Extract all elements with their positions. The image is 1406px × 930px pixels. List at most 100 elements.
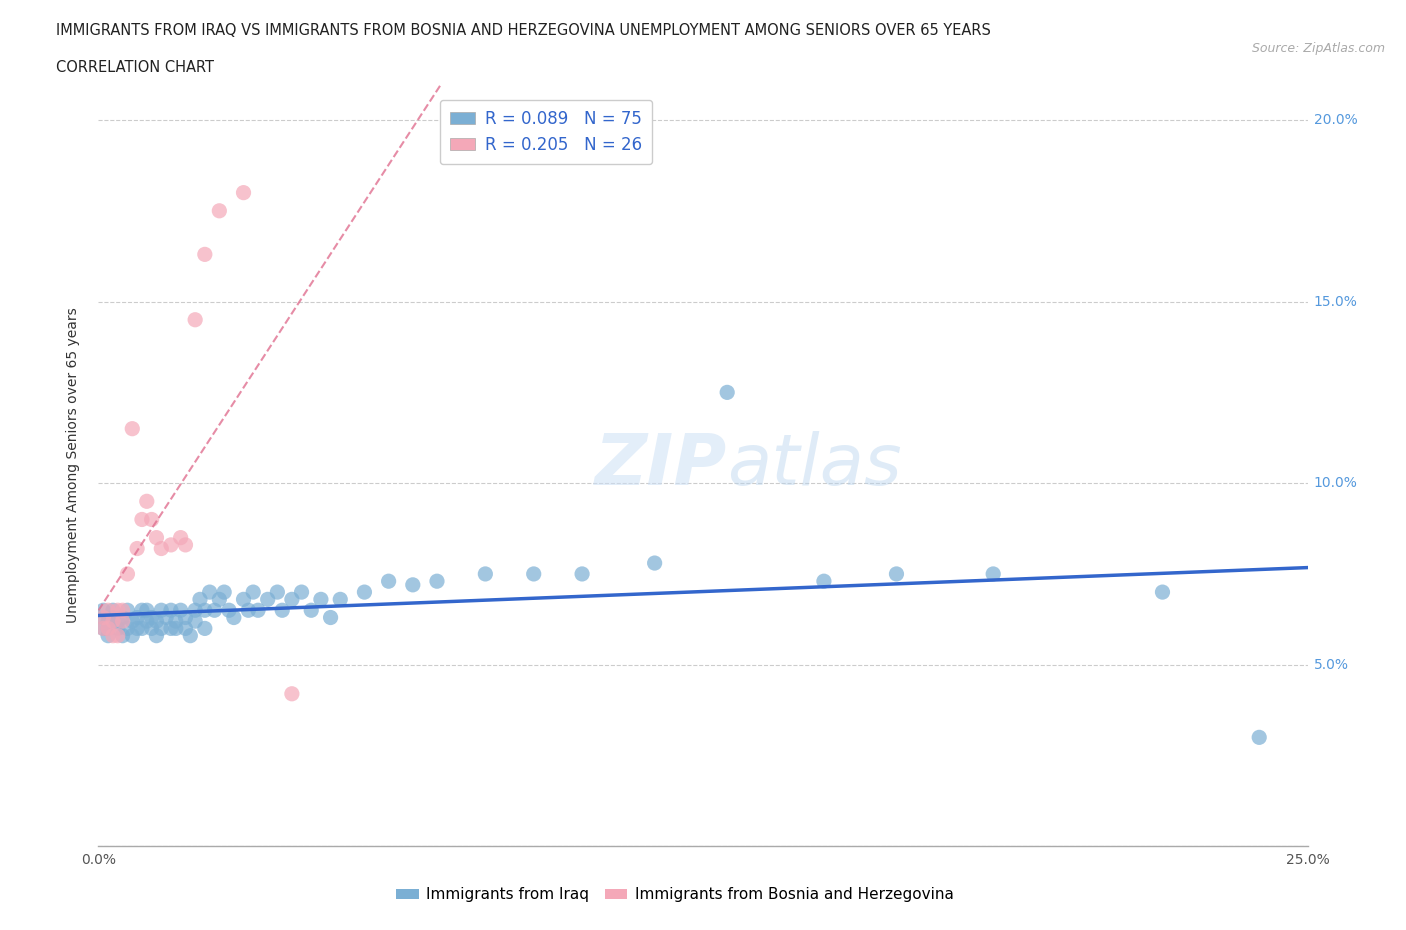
Legend: R = 0.089   N = 75, R = 0.205   N = 26: R = 0.089 N = 75, R = 0.205 N = 26 <box>440 100 652 164</box>
Point <box>256 591 278 606</box>
Point <box>117 621 139 636</box>
Point <box>377 574 399 589</box>
Point <box>101 610 124 625</box>
Legend: Immigrants from Iraq, Immigrants from Bosnia and Herzegovina: Immigrants from Iraq, Immigrants from Bo… <box>389 882 960 909</box>
Point <box>160 603 183 618</box>
Point <box>174 538 197 552</box>
Point <box>426 574 449 589</box>
Point <box>571 566 593 581</box>
Point <box>222 610 245 625</box>
Point <box>353 585 375 600</box>
Point <box>117 566 139 581</box>
Point <box>194 247 217 262</box>
Point <box>127 610 149 625</box>
Point <box>111 614 134 629</box>
Point <box>1152 585 1174 600</box>
Point <box>281 591 304 606</box>
Point <box>184 312 207 327</box>
Text: 20.0%: 20.0% <box>1313 113 1357 127</box>
Text: 10.0%: 10.0% <box>1313 476 1358 490</box>
Point <box>169 530 191 545</box>
Point <box>813 574 835 589</box>
Point <box>238 603 260 618</box>
Point <box>97 603 120 618</box>
Text: IMMIGRANTS FROM IRAQ VS IMMIGRANTS FROM BOSNIA AND HERZEGOVINA UNEMPLOYMENT AMON: IMMIGRANTS FROM IRAQ VS IMMIGRANTS FROM … <box>56 23 991 38</box>
Point <box>208 591 231 606</box>
Point <box>232 185 254 200</box>
Point <box>212 585 235 600</box>
Point <box>232 591 254 606</box>
Point <box>135 494 157 509</box>
Point <box>145 530 167 545</box>
Text: 5.0%: 5.0% <box>1313 658 1348 671</box>
Point <box>101 603 124 618</box>
Text: CORRELATION CHART: CORRELATION CHART <box>56 60 214 75</box>
Point <box>644 555 666 570</box>
Point <box>131 603 153 618</box>
Text: 15.0%: 15.0% <box>1313 295 1358 309</box>
Point <box>1249 730 1271 745</box>
Point <box>141 621 163 636</box>
Point <box>111 603 134 618</box>
Point <box>184 614 207 629</box>
Point <box>97 621 120 636</box>
Point <box>107 621 129 636</box>
Point <box>165 614 187 629</box>
Point <box>218 603 240 618</box>
Point <box>141 512 163 527</box>
Point <box>155 610 177 625</box>
Point <box>135 614 157 629</box>
Point <box>131 621 153 636</box>
Point <box>127 541 149 556</box>
Point <box>101 614 124 629</box>
Point <box>150 603 173 618</box>
Point <box>91 621 114 636</box>
Point <box>402 578 425 592</box>
Point <box>329 591 352 606</box>
Point <box>208 204 231 219</box>
Point <box>97 629 120 644</box>
Point <box>91 610 114 625</box>
Y-axis label: Unemployment Among Seniors over 65 years: Unemployment Among Seniors over 65 years <box>66 307 80 623</box>
Point <box>198 585 221 600</box>
Text: atlas: atlas <box>727 431 901 499</box>
Point <box>299 603 322 618</box>
Point <box>131 512 153 527</box>
Point <box>247 603 270 618</box>
Point <box>145 614 167 629</box>
Point <box>107 603 129 618</box>
Point <box>169 603 191 618</box>
Point <box>165 621 187 636</box>
Point <box>107 614 129 629</box>
Point <box>194 621 217 636</box>
Point <box>121 629 143 644</box>
Point <box>141 610 163 625</box>
Point <box>523 566 546 581</box>
Point <box>117 603 139 618</box>
Point <box>319 610 342 625</box>
Point <box>111 610 134 625</box>
Point <box>97 621 120 636</box>
Point <box>179 629 201 644</box>
Point <box>145 629 167 644</box>
Point <box>174 610 197 625</box>
Point <box>121 614 143 629</box>
Point <box>184 603 207 618</box>
Point <box>716 385 738 400</box>
Point <box>886 566 908 581</box>
Point <box>194 603 217 618</box>
Point <box>91 610 114 625</box>
Point <box>309 591 332 606</box>
Point <box>271 603 294 618</box>
Point <box>242 585 264 600</box>
Point <box>91 621 114 636</box>
Point <box>281 686 304 701</box>
Point <box>290 585 312 600</box>
Point <box>97 614 120 629</box>
Point <box>121 421 143 436</box>
Point <box>111 629 134 644</box>
Text: Source: ZipAtlas.com: Source: ZipAtlas.com <box>1251 42 1385 55</box>
Point <box>266 585 288 600</box>
Point <box>188 591 211 606</box>
Point <box>135 603 157 618</box>
